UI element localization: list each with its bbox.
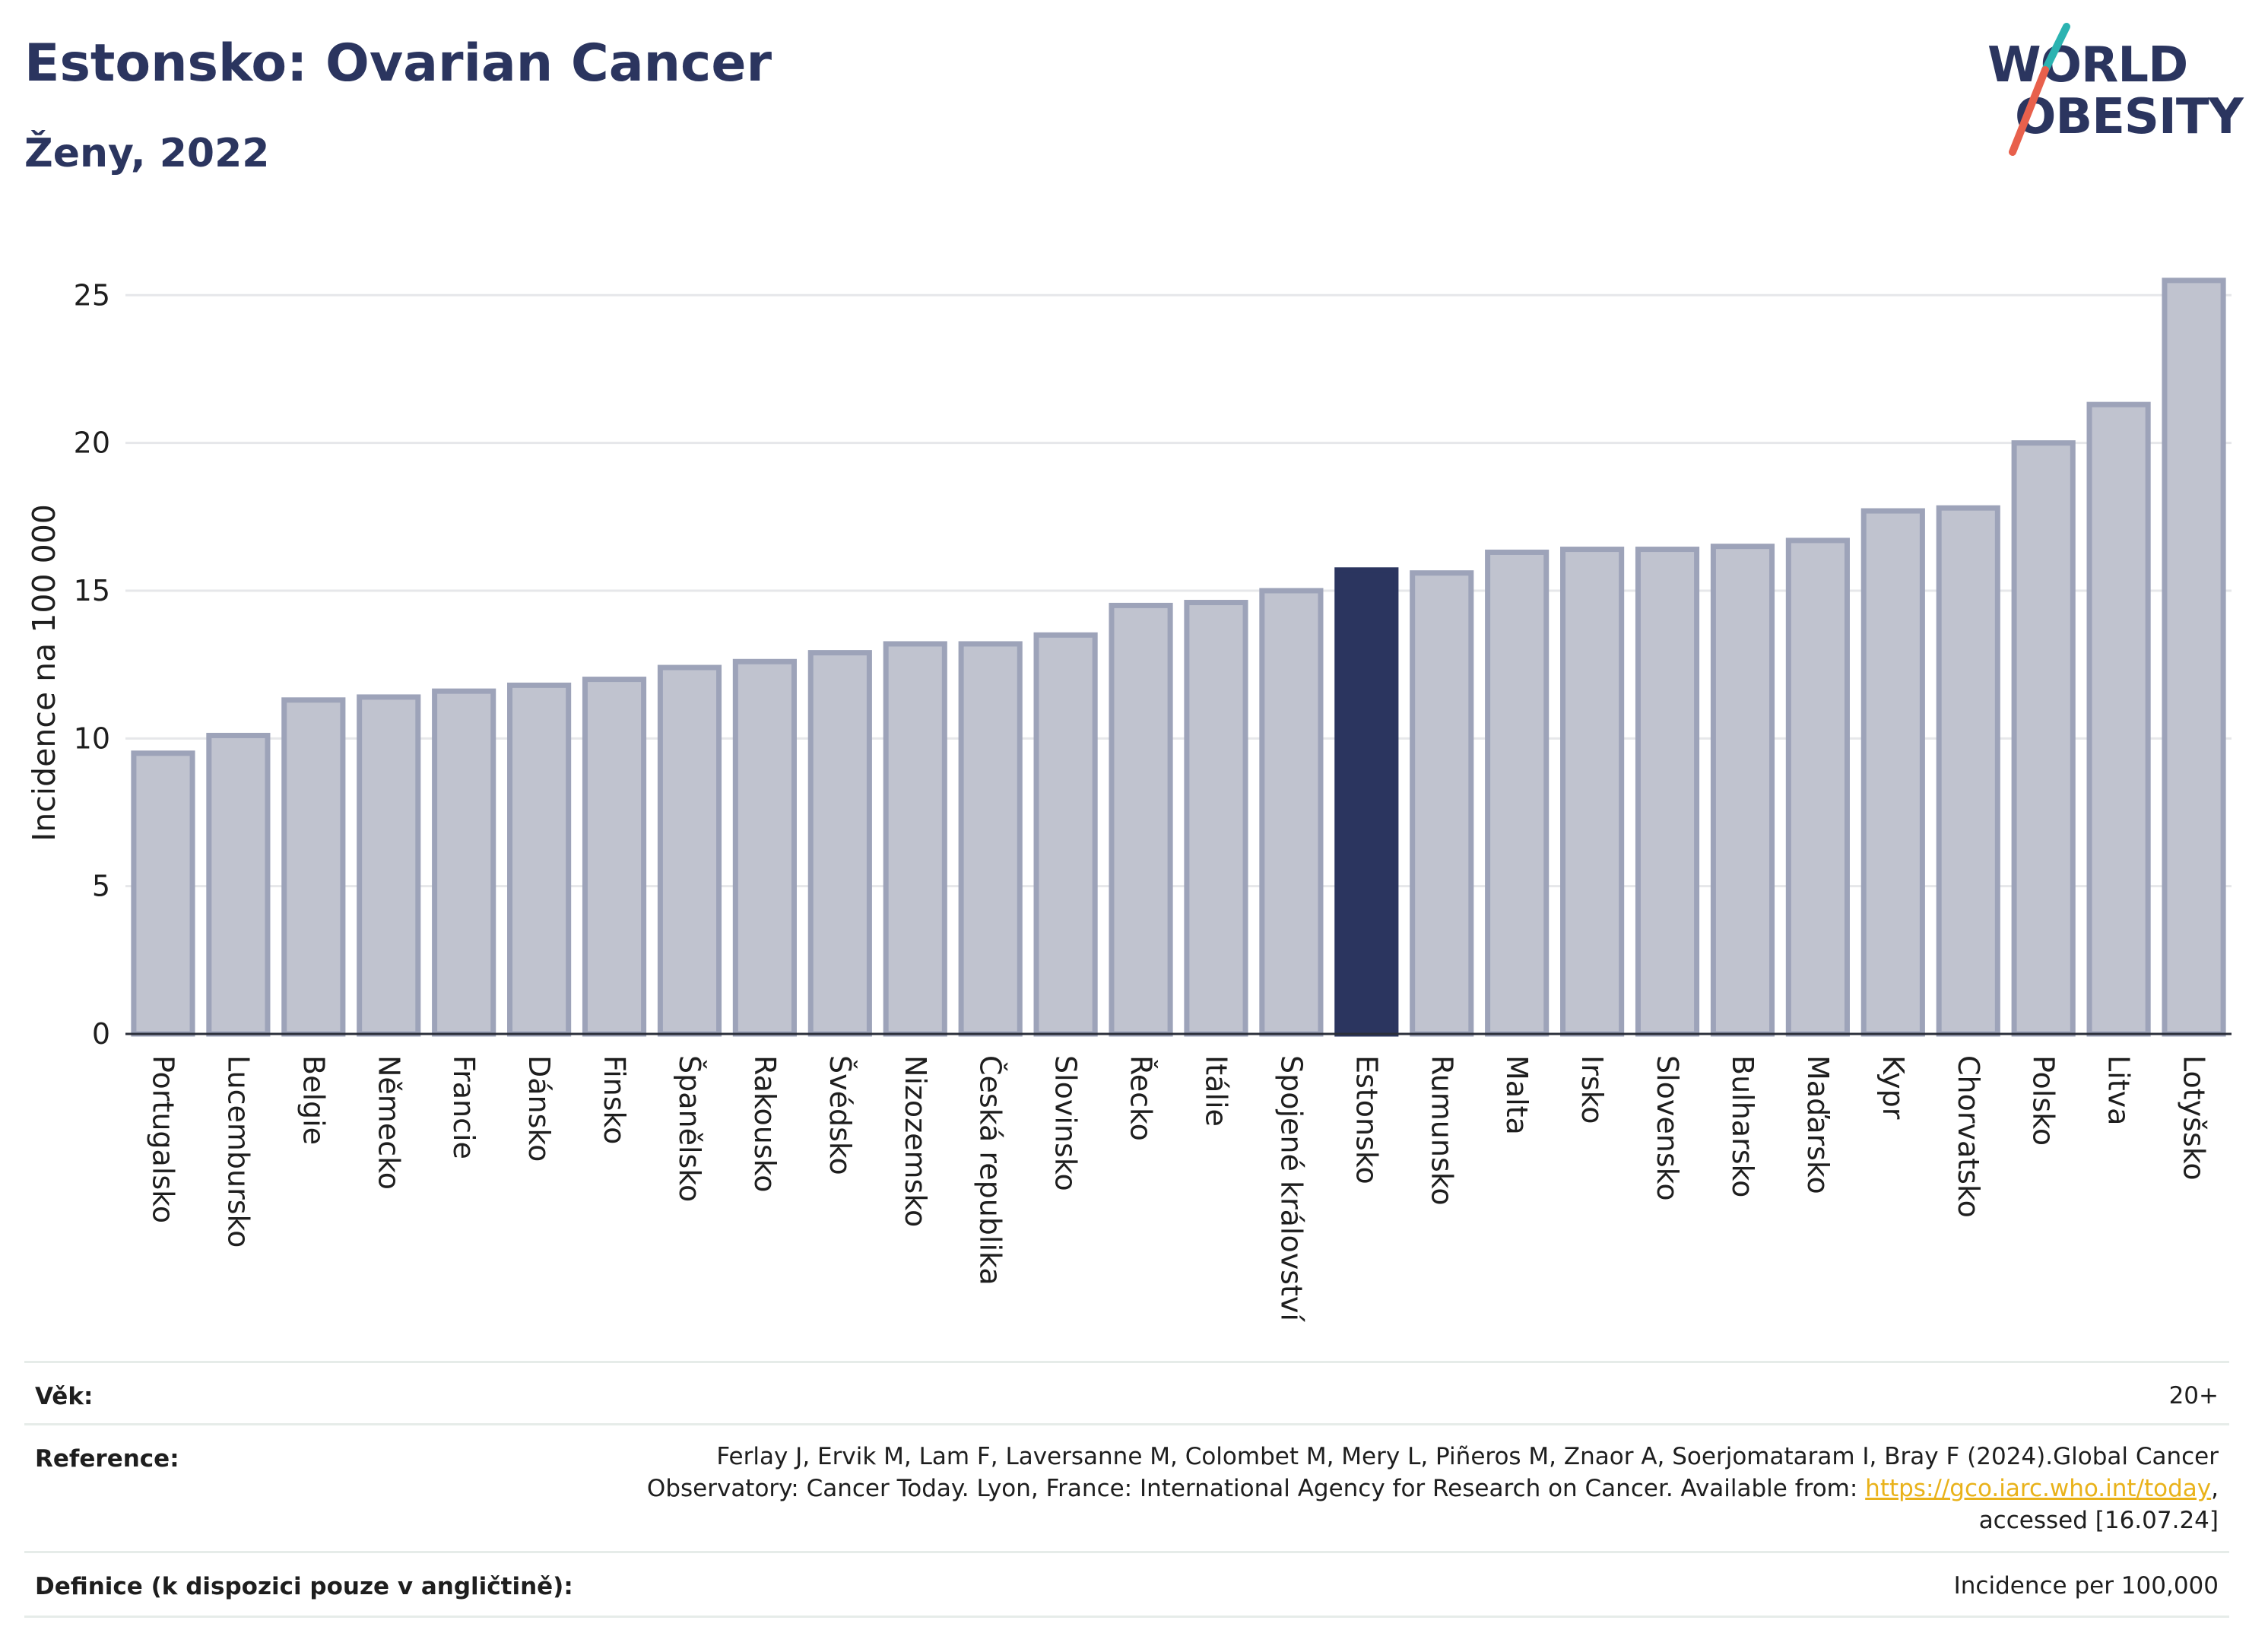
x-tick-label: Rumunsko (1425, 1055, 1458, 1206)
logo-text-line1: WORLD (1987, 37, 2188, 94)
x-tick-label: Portugalsko (146, 1055, 179, 1223)
bar (1259, 588, 1324, 1037)
x-tick-label: Finsko (598, 1055, 631, 1144)
x-tick-label: Slovensko (1651, 1055, 1684, 1201)
x-tick-label: Dánsko (522, 1055, 556, 1162)
bar (883, 641, 947, 1037)
reference-line-2-text: Observatory: Cancer Today. Lyon, France:… (646, 1475, 1866, 1502)
info-row-definition: Definice (k dispozici pouze v angličtině… (24, 1551, 2229, 1618)
bar (1410, 570, 1474, 1037)
y-tick-label: 0 (92, 1017, 110, 1051)
bar (1184, 600, 1248, 1037)
y-tick-label: 20 (74, 426, 110, 460)
bar (2162, 277, 2226, 1037)
bar (732, 658, 797, 1037)
reference-line-2: Observatory: Cancer Today. Lyon, France:… (647, 1473, 2219, 1505)
bar (357, 694, 421, 1037)
logo-slash-icon (2009, 23, 2070, 156)
reference-line-2-end: , (2211, 1475, 2219, 1502)
x-tick-label: Španělsko (673, 1055, 706, 1202)
bar-highlight (1334, 567, 1399, 1037)
reference-value: Ferlay J, Ervik M, Lam F, Laversanne M, … (647, 1441, 2219, 1536)
bar (131, 750, 195, 1037)
x-tick-label: Česká republika (974, 1055, 1007, 1286)
bar (1485, 549, 1550, 1037)
bar (958, 641, 1023, 1037)
x-tick-label: Slovinsko (1049, 1055, 1083, 1191)
bar (1860, 508, 1925, 1037)
bar (432, 688, 496, 1037)
bar (657, 664, 722, 1037)
x-tick-label: Polsko (2027, 1055, 2060, 1146)
bar (1560, 547, 1625, 1037)
bar (507, 682, 572, 1037)
info-row-reference: Reference: Ferlay J, Ervik M, Lam F, Lav… (24, 1423, 2229, 1553)
age-label: Věk: (35, 1383, 94, 1410)
bar (1635, 547, 1700, 1037)
bar (1936, 505, 2000, 1037)
definition-value: Incidence per 100,000 (1953, 1572, 2219, 1600)
page-title: Estonsko: Ovarian Cancer (24, 33, 772, 94)
x-tick-label: Kypr (1876, 1055, 1910, 1120)
reference-line-3: accessed [16.07.24] (1978, 1507, 2219, 1534)
x-tick-label: Maďarsko (1801, 1055, 1835, 1194)
info-row-age: Věk: 20+ (24, 1361, 2229, 1425)
reference-label: Reference: (35, 1445, 179, 1473)
bar-chart: 0 5 10 15 20 25 Incidence na 100 000 Portugalsk… (26, 277, 2232, 1322)
definition-label: Definice (k dispozici pouze v angličtině… (35, 1573, 573, 1600)
x-tick-label: Irsko (1575, 1055, 1609, 1124)
bar (206, 732, 271, 1037)
bar (1785, 537, 1850, 1037)
x-tick-label: Chorvatsko (1952, 1055, 1985, 1218)
x-tick-label: Belgie (297, 1055, 330, 1145)
reference-link[interactable]: https://gco.iarc.who.int/today (1865, 1475, 2212, 1502)
x-tick-label: Itálie (1199, 1055, 1232, 1127)
bar (1109, 602, 1173, 1037)
x-tick-label: Švédsko (823, 1055, 857, 1175)
y-axis-title: Incidence na 100 000 (26, 504, 62, 842)
x-tick-label: Bulharsko (1726, 1055, 1759, 1197)
y-tick-label: 15 (74, 574, 110, 607)
y-tick-label: 10 (74, 721, 110, 755)
x-tick-label: Spojené království (1274, 1055, 1308, 1322)
bar (1710, 544, 1775, 1037)
x-tick-label: Rakousko (748, 1055, 782, 1193)
reference-line-1: Ferlay J, Ervik M, Lam F, Laversanne M, … (716, 1443, 2219, 1470)
x-tick-label: Nizozemsko (899, 1055, 932, 1227)
x-tick-label: Malta (1500, 1055, 1534, 1135)
x-tick-label: Řecko (1124, 1055, 1158, 1141)
bar (582, 677, 647, 1037)
x-tick-label: Lotyšsko (2178, 1055, 2211, 1181)
bar (2086, 401, 2151, 1037)
age-value: 20+ (2168, 1382, 2219, 1409)
bar (1033, 632, 1098, 1037)
bar (281, 697, 346, 1037)
x-tick-label: Lucembursko (221, 1055, 255, 1248)
x-tick-label: Litva (2102, 1055, 2136, 1125)
bar (2011, 440, 2076, 1037)
y-tick-label: 5 (92, 870, 110, 903)
page-subtitle: Ženy, 2022 (24, 131, 270, 176)
y-tick-label: 25 (74, 278, 110, 312)
x-tick-label: Estonsko (1350, 1055, 1383, 1184)
bar (807, 650, 872, 1037)
logo-text-line2: OBESITY (2015, 89, 2244, 145)
x-tick-label: Německo (372, 1055, 405, 1190)
x-tick-label: Francie (447, 1055, 481, 1159)
world-obesity-logo: WORLD OBESITY (1984, 23, 2244, 160)
